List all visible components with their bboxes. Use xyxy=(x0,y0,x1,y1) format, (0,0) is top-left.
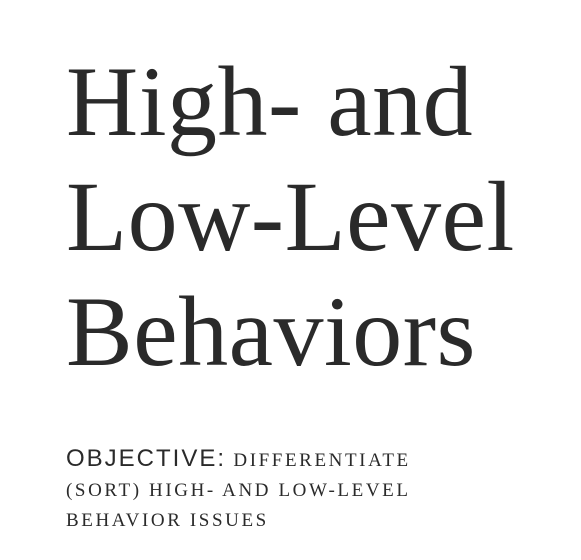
objective-block: OBJECTIVE: DIFFERENTIATE (SORT) HIGH- AN… xyxy=(66,444,536,536)
title-line-1: High- and xyxy=(66,46,474,157)
objective-label: OBJECTIVE: xyxy=(66,445,227,472)
title-line-2: Low-Level xyxy=(66,161,515,272)
objective-line-1: OBJECTIVE: DIFFERENTIATE xyxy=(66,444,536,476)
objective-text-1: DIFFERENTIATE xyxy=(233,450,411,471)
slide-title: High- and Low-Level Behaviors xyxy=(66,44,515,389)
objective-line-3: BEHAVIOR ISSUES xyxy=(66,510,269,531)
title-line-3: Behaviors xyxy=(66,276,476,387)
objective-line-2: (SORT) HIGH- AND LOW-LEVEL xyxy=(66,480,411,501)
